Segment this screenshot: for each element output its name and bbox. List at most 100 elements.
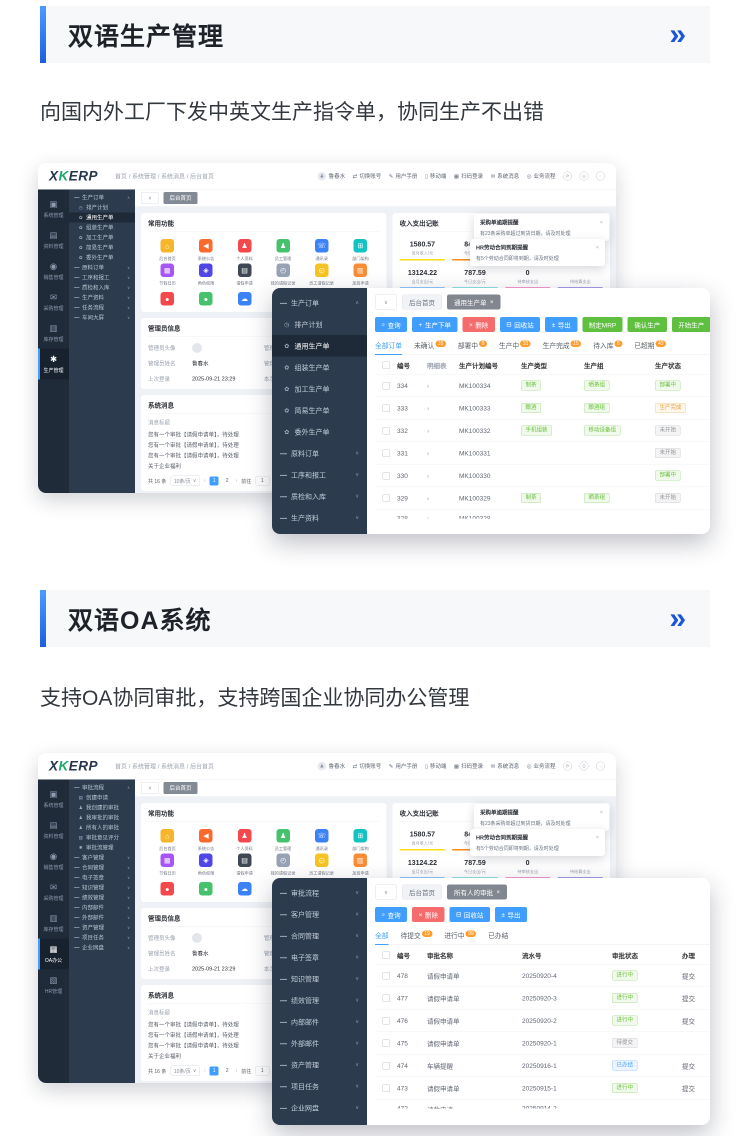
module-nav-item[interactable]: ▣ 系统管理 [43, 789, 64, 809]
toolbar-button[interactable]: 制定MRP [582, 317, 623, 332]
function-shortcut[interactable]: ⊞ 部门架构 [341, 239, 380, 262]
page-size-select[interactable]: 10条/页 ∨ [170, 475, 200, 486]
topbar-circle-icon[interactable]: ⟳ [563, 171, 572, 181]
row-checkbox[interactable] [382, 1039, 390, 1047]
function-shortcut[interactable]: ● [187, 292, 226, 307]
table-row[interactable]: 329 › MK100329 制茶 晒茶组 未开始 [375, 486, 710, 510]
filter-tab[interactable]: 生产中 10 [499, 340, 531, 355]
submenu-item[interactable]: — 企业网盘 ∨ [74, 944, 130, 952]
table-row[interactable]: 474 车辆提醒 20250916-1 已办结 提交 [375, 1054, 710, 1077]
goto-page-input[interactable]: 1 [255, 476, 270, 486]
topbar-item[interactable]: ✎ 用户手册 [388, 173, 418, 180]
overlay-menu-item[interactable]: — 外部邮件 ∨ [280, 1039, 359, 1048]
table-row[interactable]: 333 › MK100333 酿酒 酿酒组 生产完成 [375, 396, 710, 420]
filter-tab[interactable]: 待提交 19 [401, 930, 433, 945]
toolbar-button[interactable]: ⊟ 回收站 [449, 907, 490, 922]
function-shortcut[interactable]: ☁ [225, 882, 264, 897]
function-shortcut[interactable]: ▤ 请假申请 [225, 263, 264, 287]
submenu-item[interactable]: — 合同管理 ∨ [74, 864, 130, 872]
submenu-item[interactable]: — 质检和入库 ∨ [74, 284, 130, 292]
select-all-checkbox[interactable] [382, 361, 390, 369]
row-checkbox[interactable] [382, 471, 390, 480]
submenu-item[interactable]: — 车间大屏 ∨ [74, 314, 130, 322]
submenu-item[interactable]: ✱ 审批流管理 [78, 844, 114, 851]
module-nav-item[interactable]: ◉ 销售管理 [43, 261, 64, 281]
module-nav-item[interactable]: ▧ HR管理 [44, 975, 63, 995]
overlay-menu-item[interactable]: — 企业网盘 ∨ [280, 1103, 359, 1112]
submenu-item[interactable]: ▥ 审批意见评分 [78, 834, 119, 841]
topbar-item[interactable]: ▯ 移动端 [424, 173, 447, 180]
function-shortcut[interactable]: ◴ 我的请假记录 [264, 853, 303, 877]
toolbar-button[interactable]: ± 导出 [545, 317, 578, 332]
function-shortcut[interactable]: ☏ 通讯录 [302, 239, 341, 262]
submenu-item[interactable]: — 知识管理 ∨ [74, 884, 130, 892]
expand-icon[interactable]: › [427, 381, 430, 390]
module-nav-item[interactable]: ▥ 库存管理 [43, 323, 64, 343]
submenu-item[interactable]: ✿ 简易生产单 [78, 244, 114, 251]
module-nav-item[interactable]: ✉ 采购管理 [43, 292, 64, 312]
submenu-item[interactable]: — 资产管理 ∨ [74, 924, 130, 932]
tab-home[interactable]: 后台首页 [402, 294, 443, 310]
table-row[interactable]: 475 请假申请单 20250920-1 待提交 [375, 1031, 710, 1055]
overlay-menu-item[interactable]: — 绩效管理 ∨ [280, 996, 359, 1005]
function-shortcut[interactable]: ▦ 节假日历 [148, 853, 187, 877]
topbar-item[interactable]: ✎ 用户手册 [388, 763, 418, 770]
submenu-item[interactable]: ✿ 通用生产单 [69, 212, 135, 223]
row-checkbox[interactable] [382, 494, 390, 502]
close-icon[interactable]: × [496, 888, 501, 896]
module-nav-item[interactable]: ▤ 资料管理 [43, 230, 64, 250]
filter-tab[interactable]: 待入库 6 [593, 340, 623, 355]
overlay-menu-item[interactable]: — 知识管理 ∨ [280, 974, 359, 983]
toolbar-button[interactable]: ± 导出 [494, 907, 527, 922]
row-checkbox[interactable] [382, 971, 390, 980]
row-checkbox[interactable] [382, 426, 390, 435]
expand-icon[interactable]: › [427, 494, 430, 502]
next-page[interactable]: › [235, 1068, 238, 1074]
overlay-menu-item[interactable]: — 资产管理 ∨ [280, 1060, 359, 1069]
function-shortcut[interactable]: ◴ 我的请假记录 [264, 263, 303, 287]
table-row[interactable]: 334 › MK100334 制茶 晒茶组 部署中 [375, 374, 710, 397]
topbar-item[interactable]: ◎ 业务流程 [526, 763, 556, 770]
submenu-item[interactable]: — 外部邮件 ∨ [74, 914, 130, 922]
table-row[interactable]: 330 › MK100330 部署中 [375, 464, 710, 487]
user-menu[interactable]: ♟ 鲁春水 [317, 761, 345, 771]
topbar-item[interactable]: ▦ 扫码登录 [453, 763, 484, 770]
expand-icon[interactable]: › [427, 514, 430, 519]
submenu-item[interactable]: ♟ 我创建的审批 [78, 804, 119, 811]
submenu-item[interactable]: — 客户管理 ∨ [74, 854, 130, 862]
topbar-item[interactable]: ⇄ 切换账号 [352, 173, 382, 180]
submenu-item[interactable]: — 项目任务 ∨ [74, 934, 130, 942]
submenu-item[interactable]: ◷ 排产计划 [78, 204, 108, 211]
module-nav-item[interactable]: ▣ 系统管理 [43, 199, 64, 219]
table-row[interactable]: 473 请假申请单 20250915-1 进行中 提交 [375, 1076, 710, 1100]
submenu-item[interactable]: ▤ 创建申请 [78, 794, 108, 801]
tab-dropdown[interactable]: ∨ [141, 192, 159, 204]
expand-icon[interactable]: › [427, 426, 430, 435]
expand-icon[interactable]: › [427, 471, 430, 480]
row-checkbox[interactable] [382, 994, 390, 1002]
function-shortcut[interactable]: ◈ 角色权限 [187, 853, 226, 877]
function-shortcut[interactable]: ♟ 个人资料 [225, 829, 264, 852]
function-shortcut[interactable]: ▦ 节假日历 [148, 263, 187, 287]
topbar-item[interactable]: ✉ 系统消息 [490, 173, 520, 180]
submenu-item[interactable]: — 工序和报工 ∨ [74, 274, 130, 282]
double-chevron-right-icon[interactable]: » [669, 17, 686, 51]
function-shortcut[interactable]: ♟ 员工管理 [264, 239, 303, 262]
topbar-circle-icon[interactable]: ⟳ [563, 761, 572, 771]
overlay-menu-item[interactable]: ✿ 加工生产单 [284, 384, 330, 393]
overlay-menu-item[interactable]: — 审批流程 ∨ [280, 888, 359, 897]
close-icon[interactable]: × [595, 244, 599, 251]
submenu-item[interactable]: ♟ 所有人的审批 [78, 824, 119, 831]
submenu-item[interactable]: ✿ 组装生产单 [78, 224, 114, 231]
function-shortcut[interactable]: ☁ [225, 292, 264, 307]
overlay-menu-item[interactable]: — 生产资料 ∨ [280, 513, 359, 522]
submenu-item[interactable]: — 电子签章 ∨ [74, 874, 130, 882]
submenu-item[interactable]: — 生产资料 ∨ [74, 294, 130, 302]
toolbar-button[interactable]: × 删除 [462, 317, 495, 332]
row-checkbox[interactable] [382, 1016, 390, 1025]
table-row[interactable]: 328 › MK100328 制茶 晒茶组 生产完成 [375, 509, 710, 519]
filter-tab[interactable]: 未确认 16 [414, 340, 446, 355]
tab-dropdown[interactable]: ∨ [375, 294, 397, 310]
function-shortcut[interactable]: ▥ 加班申请 [341, 853, 380, 877]
submenu-item[interactable]: ♟ 我审批的审批 [78, 814, 119, 821]
